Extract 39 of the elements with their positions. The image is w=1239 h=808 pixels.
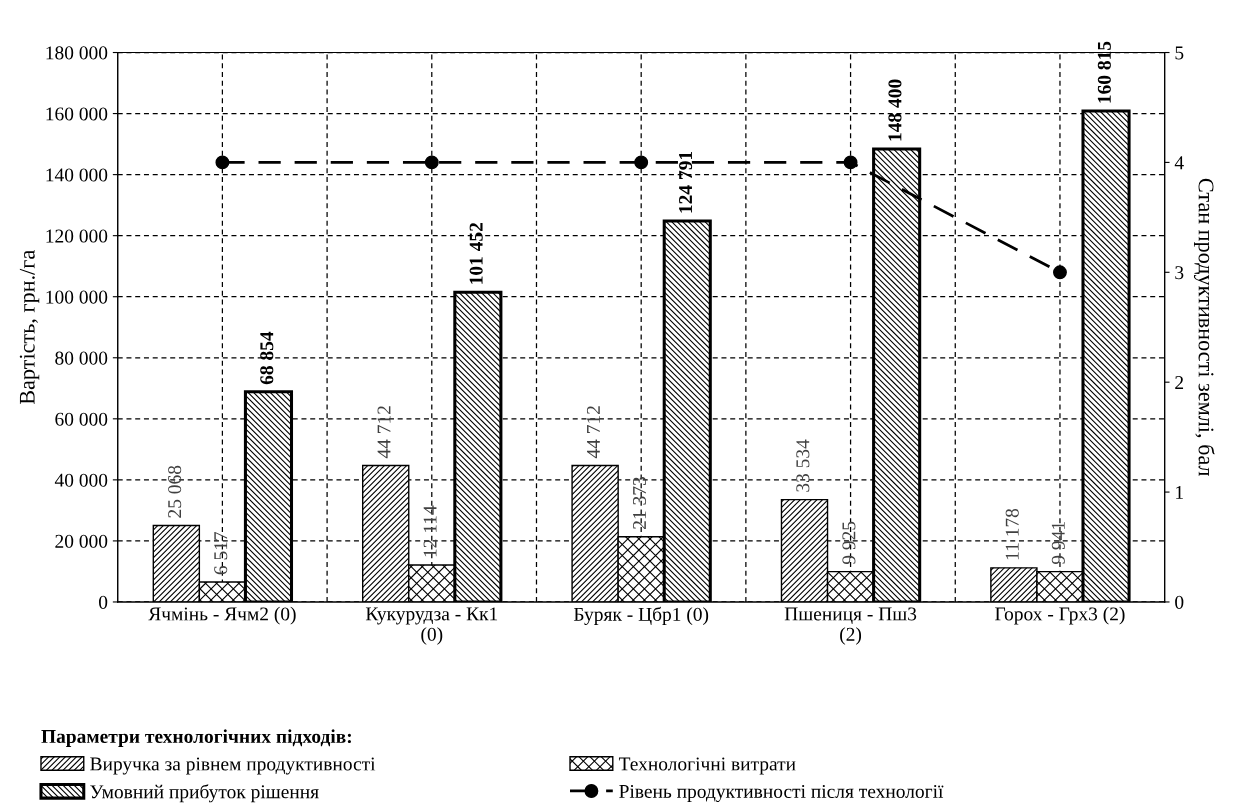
data-label: 6 517 xyxy=(214,531,228,575)
y-tick-label: 40 000 xyxy=(54,473,108,487)
legend-title: Параметри технологічних підходів: xyxy=(41,729,351,747)
legend-label: Умовний прибуток рішення xyxy=(90,784,319,803)
y-tick-label: 160 000 xyxy=(46,107,108,121)
x-tick-label: Кукурудза - Кк1 (0) xyxy=(365,607,498,645)
y-tick-label: 100 000 xyxy=(46,290,108,304)
legend-label: Виручка за рівнем продуктивності xyxy=(90,757,376,775)
y-axis-title: Вартість, грн./га xyxy=(19,250,40,405)
legend-label: Рівень продуктивності після технології xyxy=(619,784,944,802)
y-tick-label: 20 000 xyxy=(55,534,108,548)
y2-tick-label: 5 xyxy=(1175,46,1184,60)
y2-axis-title: Стан продуктивності землі, бал xyxy=(1193,178,1215,477)
data-label: 11 178 xyxy=(1005,508,1019,560)
y-tick-label: 0 xyxy=(99,595,108,609)
data-label: 148 400 xyxy=(888,79,902,141)
y-tick-label: 80 000 xyxy=(55,351,108,365)
y2-tick-label: 4 xyxy=(1174,156,1184,170)
x-tick-label: Горох - Грх3 (2) xyxy=(995,606,1125,625)
x-tick-label: Ячмінь - Ячм2 (0) xyxy=(148,606,296,625)
y-tick-label: 180 000 xyxy=(46,46,108,60)
x-tick-label: Буряк - Цбр1 (0) xyxy=(573,606,709,625)
y-tick-label: 120 000 xyxy=(46,229,108,243)
data-label: 9 941 xyxy=(1051,522,1065,565)
data-label: 68 854 xyxy=(260,331,274,385)
y2-tick-label: 0 xyxy=(1175,595,1184,609)
data-label: 33 534 xyxy=(796,439,810,492)
data-label: 9 925 xyxy=(842,521,856,565)
x-tick-label: Пшениця - Пш3 (2) xyxy=(784,607,917,645)
y-tick-label: 60 000 xyxy=(55,412,108,426)
data-label: 25 068 xyxy=(168,465,182,518)
y2-tick-label: 2 xyxy=(1175,376,1184,389)
y2-tick-label: 1 xyxy=(1176,485,1183,499)
data-label: 101 452 xyxy=(469,222,483,284)
data-label: 124 791 xyxy=(679,151,693,213)
y-tick-label: 140 000 xyxy=(46,168,108,182)
data-label: 160 815 xyxy=(1097,41,1111,103)
y2-tick-label: 3 xyxy=(1175,266,1184,280)
legend-label: Технологічні витрати xyxy=(618,757,796,775)
